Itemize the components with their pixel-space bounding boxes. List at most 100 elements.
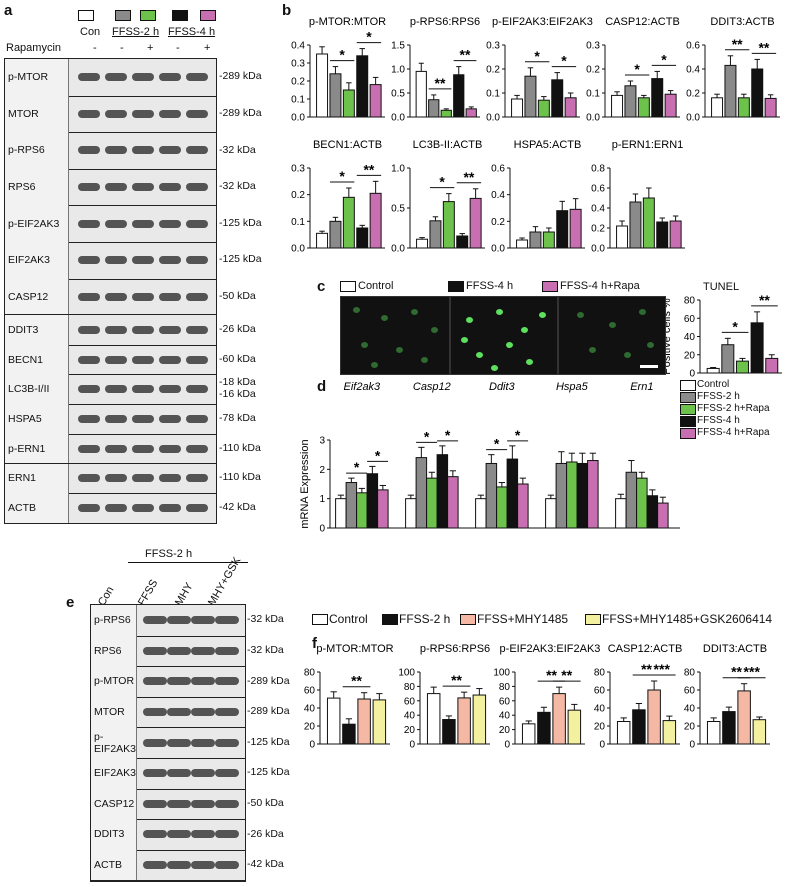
bar: [657, 502, 669, 529]
blot-band: [77, 444, 100, 453]
panel-a-western-blot-lower: DDIT3 BECN1 LC3B-I/II HSPA5 p-ERN1 ERN1 ACTB: [4, 314, 217, 524]
cell-nucleus: [396, 347, 403, 353]
blot-band: [167, 708, 191, 717]
kda-label: -289 kDa: [219, 106, 262, 119]
y-tick-label: 80: [684, 296, 696, 307]
y-tick-label: 0.0: [686, 113, 700, 124]
blot-label: p-EIF2AK3: [5, 205, 69, 242]
blot-row-e-7: DDIT3: [91, 819, 245, 851]
cell-nucleus: [371, 362, 378, 368]
blot-row-a-7: DDIT3: [5, 315, 216, 346]
y-tick-label: 0.0: [391, 244, 405, 255]
bar: [646, 495, 659, 529]
blot-row-a-1: MTOR: [5, 95, 216, 134]
blot-row-a-10: HSPA5: [5, 404, 216, 435]
blot-label: p-MTOR: [5, 59, 69, 96]
bar: [529, 231, 542, 249]
bar: [472, 694, 487, 745]
blot-band: [77, 109, 100, 118]
blot-row-a-5: EIF2AK3: [5, 242, 216, 280]
significance-label: *: [515, 427, 521, 443]
y-tick-label: 60: [684, 314, 696, 325]
rapamycin-label: Rapamycin: [6, 42, 62, 54]
cell-nucleus: [411, 309, 418, 315]
blot-band: [215, 769, 240, 778]
legend-f-mhy-gsk: FFSS+MHY1485+GSK2606414: [602, 612, 773, 626]
bar: [576, 462, 589, 529]
y-tick-label: 0.1: [586, 89, 600, 100]
legend-swatch-ffss2: [115, 10, 131, 21]
blot-label: ACTB: [91, 849, 137, 881]
blot-band: [191, 646, 215, 655]
blot-lanes: [137, 697, 245, 728]
blot-label: EIF2AK3: [5, 242, 69, 279]
blot-lanes: [137, 758, 245, 789]
y-tick-label: 1: [319, 494, 325, 505]
blot-label: BECN1: [5, 344, 69, 375]
bar: [724, 64, 737, 118]
legend-d-ffss4: FFSS-4 h: [697, 415, 740, 426]
blot-label: p-ERN1: [5, 433, 69, 464]
blot-label: p-RPS6: [5, 132, 69, 169]
y-tick-label: 20: [684, 722, 696, 733]
y-tick-label: 20: [499, 725, 511, 736]
blot-band: [131, 219, 154, 228]
rapa-sign-1: -: [93, 42, 97, 54]
legend-f-swatch-control: [312, 614, 328, 625]
blot-row-e-6: CASP12: [91, 788, 245, 821]
panel-e-group-label: FFSS-2 h: [145, 548, 193, 560]
blot-band: [131, 109, 154, 118]
bar: [356, 227, 369, 249]
blot-band: [131, 385, 154, 394]
y-tick-label: 40: [594, 704, 606, 715]
significance-label: **: [351, 673, 362, 689]
bar: [651, 78, 664, 118]
blot-band: [77, 146, 100, 155]
bar: [752, 719, 767, 745]
blot-label: p-MTOR: [91, 666, 137, 697]
bar: [326, 697, 341, 745]
significance-label: **: [435, 75, 446, 91]
bar: [552, 693, 566, 745]
bar: [765, 357, 779, 374]
bar: [447, 476, 459, 529]
kda-label-secondary: -16 kDa: [219, 388, 256, 401]
blot-band: [104, 219, 127, 228]
bar: [345, 482, 358, 529]
significance-label: ***: [744, 664, 761, 680]
chart-title: p-EIF2AK3:EIF2AK3: [500, 643, 601, 655]
bar: [342, 89, 355, 118]
blot-band: [158, 146, 181, 155]
legend-c-swatch-ffss4: [448, 281, 464, 292]
legend-d-swatch-ffss2-rapa: [680, 404, 696, 415]
chart-f5: DDIT3:ACTB 0 20 40 60 80 ** ***: [684, 643, 770, 751]
kda-label: -50 kDa: [247, 796, 284, 809]
bar: [711, 97, 724, 118]
y-tick-label: 0.2: [486, 65, 500, 76]
cell-nucleus: [361, 342, 368, 348]
blot-band: [167, 861, 191, 870]
blot-lanes: [137, 819, 245, 850]
bar: [615, 498, 627, 529]
significance-label: **: [546, 667, 557, 683]
blot-band: [185, 385, 208, 394]
y-tick-label: 0.6: [591, 184, 605, 195]
legend-f-control: Control: [329, 612, 368, 626]
y-tick-label: 0.2: [686, 89, 700, 100]
blot-row-a-8: BECN1: [5, 344, 216, 376]
bar: [721, 344, 735, 374]
panel-e-group-line: [128, 562, 248, 563]
blot-label: ACTB: [5, 493, 69, 523]
y-tick-label: 0.1: [291, 217, 305, 228]
blot-row-a-11: p-ERN1: [5, 433, 216, 465]
blot-band: [185, 219, 208, 228]
blot-row-e-5: EIF2AK3: [91, 758, 245, 790]
cell-nucleus: [421, 357, 428, 363]
blot-band: [143, 830, 167, 839]
legend-con-label: Con: [80, 26, 101, 38]
bar: [551, 79, 564, 118]
significance-label: **: [641, 661, 652, 677]
legend-ffss2-label: FFSS-2 h: [112, 26, 160, 38]
chart-title: p-MTOR:MTOR: [316, 643, 393, 655]
blot-lanes: [69, 374, 216, 404]
